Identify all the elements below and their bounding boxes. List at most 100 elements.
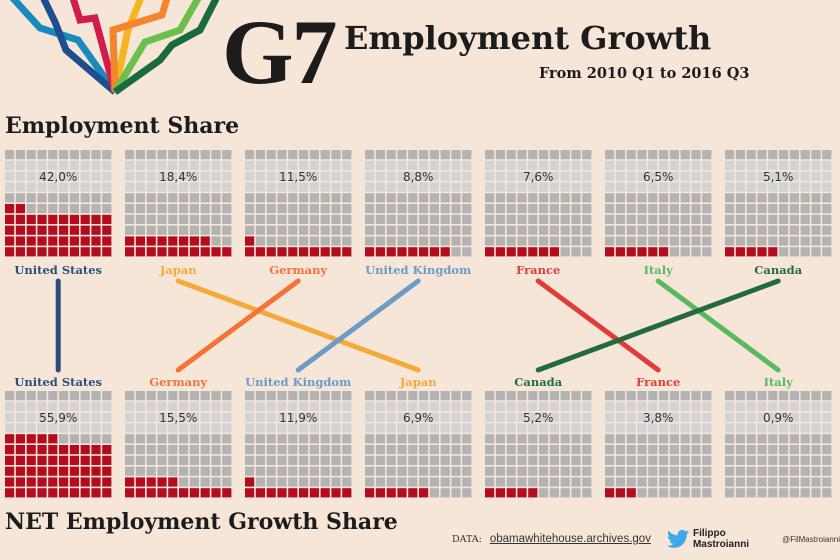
waffle-cell-empty (255, 150, 265, 160)
waffle-cell-empty (779, 160, 789, 170)
waffle-cell-empty (168, 455, 178, 465)
waffle-cell-filled (146, 477, 156, 487)
waffle-cell-empty (15, 150, 25, 160)
waffle-cell-empty (288, 193, 298, 203)
waffle-cell-empty (528, 193, 538, 203)
waffle-cell-empty (69, 204, 79, 214)
waffle-cell-empty (702, 445, 712, 455)
waffle-cell-empty (342, 445, 352, 455)
waffle-cell-empty (222, 182, 232, 192)
waffle-cell-empty (37, 150, 47, 160)
waffle-cell-filled (15, 236, 25, 246)
waffle-cell-empty (48, 193, 58, 203)
waffle-cell-empty (15, 401, 25, 411)
waffle-cell-empty (746, 423, 756, 433)
waffle-cell-empty (135, 466, 145, 476)
waffle-cell-empty (255, 401, 265, 411)
waffle-cell-empty (779, 171, 789, 181)
waffle-cell-filled (59, 466, 69, 476)
waffle-cell-filled (59, 477, 69, 487)
waffle-cell-empty (331, 150, 341, 160)
waffle-cell-filled (102, 236, 112, 246)
waffle-cell-filled (539, 247, 549, 257)
waffle-cell-empty (560, 466, 570, 476)
waffle-cell-empty (69, 423, 79, 433)
waffle-cell-empty (757, 477, 767, 487)
waffle-cell-empty (605, 214, 615, 224)
waffle-cell-empty (615, 214, 625, 224)
waffle-cell-empty (746, 204, 756, 214)
waffle-cell-empty (605, 160, 615, 170)
waffle-cell-empty (309, 182, 319, 192)
waffle-cell-empty (375, 236, 385, 246)
waffle-cell-empty (59, 182, 69, 192)
waffle-cell-empty (342, 171, 352, 181)
waffle-cell-empty (299, 214, 309, 224)
waffle-cell-empty (495, 412, 505, 422)
country-label: Canada (754, 263, 802, 277)
waffle-cell-empty (299, 455, 309, 465)
waffle-cell-empty (342, 160, 352, 170)
waffle-cell-empty (91, 412, 101, 422)
waffle-cell-empty (485, 391, 495, 401)
waffle-cell-filled (320, 247, 330, 257)
waffle-cell-empty (255, 236, 265, 246)
waffle-cell-empty (822, 247, 832, 257)
waffle-cell-empty (811, 391, 821, 401)
waffle-cell-empty (571, 214, 581, 224)
waffle-cell-empty (648, 391, 658, 401)
waffle-cell-empty (822, 171, 832, 181)
waffle-cell-empty (365, 401, 375, 411)
waffle-cell-empty (779, 455, 789, 465)
waffle-cell-filled (26, 236, 36, 246)
waffle-cell-empty (605, 412, 615, 422)
waffle-cell-empty (451, 160, 461, 170)
waffle-cell-empty (811, 160, 821, 170)
waffle-cell-filled (15, 488, 25, 498)
waffle-cell-filled (245, 488, 255, 498)
waffle-cell-empty (157, 171, 167, 181)
waffle-cell-empty (626, 236, 636, 246)
waffle-cell-empty (789, 182, 799, 192)
waffle-cell-filled (277, 247, 287, 257)
waffle-cell-empty (365, 423, 375, 433)
waffle-cell-empty (222, 423, 232, 433)
waffle-cell-filled (429, 247, 439, 257)
waffle-cell-empty (789, 455, 799, 465)
waffle-cell-empty (485, 455, 495, 465)
waffle-cell-empty (615, 150, 625, 160)
waffle-cell-empty (746, 182, 756, 192)
waffle-cell-empty (375, 412, 385, 422)
waffle-cell-empty (506, 391, 516, 401)
waffle-cell-empty (615, 466, 625, 476)
waffle-cell-empty (648, 401, 658, 411)
waffle-cell-empty (768, 182, 778, 192)
author-handle[interactable]: @FilMastroianni (782, 534, 840, 544)
waffle-cell-empty (91, 434, 101, 444)
waffle-cell-empty (200, 204, 210, 214)
waffle-cell-empty (702, 236, 712, 246)
waffle-cell-empty (157, 182, 167, 192)
waffle-cell-empty (582, 236, 592, 246)
waffle-cell-empty (560, 434, 570, 444)
waffle-percent-label: 15,5% (159, 411, 197, 425)
waffle-cell-filled (440, 247, 450, 257)
waffle-cell-empty (811, 423, 821, 433)
data-source-link[interactable]: obamawhitehouse.archives.gov (489, 533, 651, 545)
waffle-cell-filled (288, 247, 298, 257)
waffle-cell-empty (211, 182, 221, 192)
waffle-cell-empty (200, 466, 210, 476)
waffle-cell-empty (200, 412, 210, 422)
waffle-cell-empty (397, 391, 407, 401)
waffle-cell-empty (648, 488, 658, 498)
waffle-cell-empty (702, 477, 712, 487)
rank-line (535, 278, 661, 373)
waffle-cell-empty (462, 466, 472, 476)
waffle-cell-empty (299, 412, 309, 422)
waffle-cell-empty (386, 455, 396, 465)
waffle-cell-empty (211, 160, 221, 170)
waffle-cell-empty (560, 445, 570, 455)
waffle-cell-empty (757, 160, 767, 170)
waffle-cell-empty (288, 423, 298, 433)
waffle-cell-empty (440, 412, 450, 422)
